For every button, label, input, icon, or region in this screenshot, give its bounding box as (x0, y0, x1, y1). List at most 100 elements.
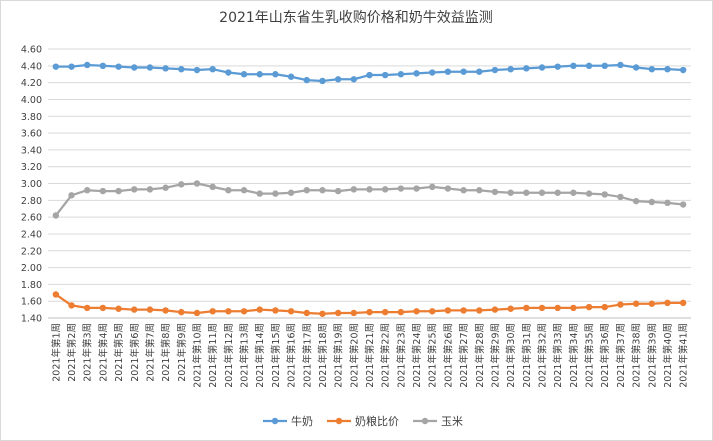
data-point (256, 306, 263, 313)
data-point (617, 301, 624, 308)
data-point (460, 68, 467, 75)
data-point (131, 306, 138, 313)
data-point (570, 304, 577, 312)
data-point (350, 186, 358, 193)
data-point (240, 187, 248, 194)
data-point (507, 65, 514, 73)
data-point (648, 65, 655, 73)
data-point (601, 62, 608, 70)
data-point (115, 187, 122, 195)
x-tick-label: 2021年第3周 (82, 323, 94, 382)
x-tick-label: 2021年第38周 (631, 323, 643, 388)
x-tick-label: 2021年第5周 (113, 323, 125, 382)
x-tick-label: 2021年第10周 (191, 323, 203, 388)
data-point (193, 180, 201, 187)
data-point (272, 190, 279, 197)
x-tick-label: 2021年第14周 (254, 323, 266, 388)
x-tick-label: 2021年第34周 (568, 323, 580, 388)
data-point (209, 65, 216, 73)
y-tick-label: 2.40 (21, 229, 42, 240)
data-point (68, 192, 75, 199)
data-point (225, 69, 232, 76)
y-tick-label: 2.00 (21, 263, 42, 274)
data-point (617, 61, 624, 69)
data-point (617, 193, 624, 201)
x-tick-label: 2021年第11周 (207, 323, 219, 388)
series-1 (52, 61, 687, 85)
data-point (225, 308, 232, 315)
chart-title: 2021年山东省生乳收购价格和奶牛效益监测 (219, 10, 493, 26)
data-point (52, 291, 60, 298)
data-point (115, 63, 122, 70)
data-point (632, 197, 640, 205)
y-tick-label: 2.80 (21, 196, 42, 207)
data-point (178, 181, 185, 188)
data-point (162, 307, 169, 314)
y-tick-label: 3.00 (21, 179, 42, 190)
data-point (68, 63, 75, 70)
x-tick-label: 2021年第20周 (348, 323, 360, 388)
x-tick-label: 2021年第31周 (521, 323, 533, 388)
legend-marker (271, 417, 279, 425)
data-point (679, 201, 687, 208)
x-tick-label: 2021年第33周 (552, 323, 564, 388)
x-tick-label: 2021年第2周 (66, 323, 78, 382)
y-axis-tick-labels: 1.40 1.60 1.80 2.00 2.20 2.40 2.60 2.80 3.00 3.20… (21, 45, 42, 325)
x-tick-label: 2021年第24周 (411, 323, 423, 388)
data-point (209, 308, 216, 315)
x-tick-label: 2021年第40周 (662, 323, 674, 388)
data-point (319, 77, 326, 85)
data-point (193, 66, 201, 74)
x-tick-label: 2021年第8周 (160, 323, 172, 382)
x-tick-label: 2021年第27周 (458, 323, 470, 388)
legend-label: 牛奶 (291, 414, 313, 428)
data-point (570, 62, 577, 70)
y-tick-label: 4.40 (21, 61, 42, 72)
x-tick-label: 2021年第9周 (176, 323, 188, 382)
data-point (507, 189, 514, 196)
data-point (460, 187, 467, 194)
data-point (570, 189, 577, 196)
data-point (272, 71, 279, 78)
x-tick-label: 2021年第23周 (395, 323, 407, 388)
data-point (366, 308, 373, 316)
data-point (476, 307, 483, 314)
x-tick-label: 2021年第1周 (50, 323, 62, 382)
x-tick-label: 2021年第4周 (97, 323, 109, 382)
legend-marker (335, 417, 343, 425)
x-tick-label: 2021年第25周 (427, 323, 439, 388)
data-point (413, 185, 420, 192)
data-point (52, 63, 60, 70)
data-point (334, 309, 342, 317)
data-point (444, 68, 452, 75)
data-point (225, 187, 232, 194)
y-tick-label: 1.40 (21, 314, 42, 325)
data-point (632, 300, 640, 307)
x-tick-label: 2021年第26周 (442, 323, 454, 388)
data-point (131, 64, 138, 71)
series-lines (52, 61, 687, 317)
data-point (523, 189, 530, 196)
data-point (178, 65, 185, 73)
data-point (429, 183, 436, 191)
y-tick-label: 3.20 (21, 162, 42, 173)
data-point (397, 308, 405, 316)
data-point (350, 76, 358, 83)
data-point (84, 61, 91, 69)
data-point (303, 309, 310, 317)
data-point (131, 186, 138, 193)
data-point (648, 198, 655, 206)
y-tick-label: 4.00 (21, 95, 42, 106)
data-point (664, 65, 671, 73)
x-tick-label: 2021年第29周 (489, 323, 501, 388)
y-tick-label: 1.60 (21, 297, 42, 308)
data-point (287, 189, 295, 196)
x-tick-label: 2021年第21周 (364, 323, 376, 388)
x-tick-label: 2021年第15周 (270, 323, 282, 388)
data-point (554, 63, 561, 70)
data-point (554, 189, 561, 196)
y-tick-label: 4.20 (21, 78, 42, 89)
data-point (84, 304, 91, 312)
